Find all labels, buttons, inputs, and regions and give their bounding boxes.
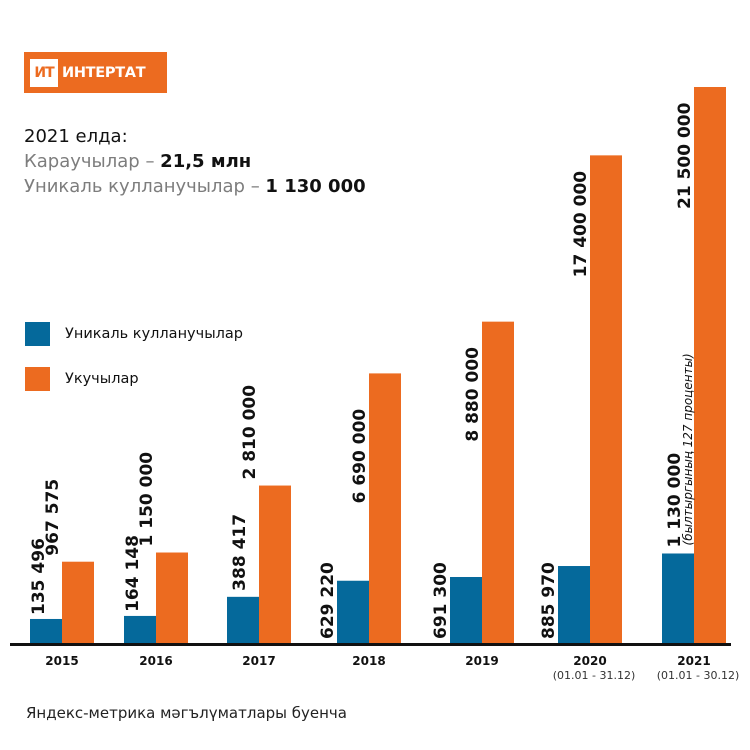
value-label-unique-2021: 1 130 000 — [665, 453, 685, 548]
logo-mark: ИТ — [30, 58, 58, 87]
annotation-2021-percent: (былтыргының 127 проценты) — [681, 353, 695, 545]
x-axis-line — [10, 643, 731, 646]
summary-unique: Уникаль кулланучылар – 1 130 000 — [24, 174, 366, 199]
bar-unique-2015 — [30, 618, 62, 643]
legend-label-unique: Уникаль кулланучылар — [65, 326, 244, 342]
summary-block: 2021 елда: Караучылар – 21,5 млн Уникаль… — [24, 124, 366, 199]
value-label-unique-2016: 164 148 — [123, 535, 143, 612]
bar-unique-2017 — [227, 596, 259, 643]
bar-readers-2017 — [259, 485, 291, 643]
bar-unique-2018 — [337, 580, 369, 643]
bar-unique-2016 — [124, 615, 156, 643]
bar-readers-2015 — [62, 561, 94, 643]
value-label-unique-2019: 691 300 — [431, 562, 451, 639]
value-label-readers-2019: 8 880 000 — [463, 347, 483, 442]
x-tick-label-2020: 2020 — [573, 654, 606, 668]
value-label-readers-2018: 6 690 000 — [350, 409, 370, 504]
bar-unique-2021 — [662, 553, 694, 643]
intertat-logo: ИТ ИНТЕРТАТ — [24, 52, 167, 93]
summary-readers: Караучылар – 21,5 млн — [24, 149, 366, 174]
bar-readers-2019 — [482, 321, 514, 643]
x-tick-note-2021: (01.01 - 30.12) — [657, 669, 740, 682]
bar-readers-2016 — [156, 552, 188, 643]
summary-unique-label: Уникаль кулланучылар – — [24, 176, 266, 197]
legend-swatch-unique — [25, 322, 50, 346]
value-label-readers-2017: 2 810 000 — [240, 385, 260, 480]
legend-item-unique: Уникаль кулланучылар — [25, 322, 243, 346]
bar-readers-2018 — [369, 373, 401, 643]
x-tick-label-2018: 2018 — [352, 654, 385, 668]
summary-readers-label: Караучылар – — [24, 151, 161, 172]
chart-legend: Уникаль кулланучылар Укучылар — [25, 322, 243, 412]
summary-title: 2021 елда: — [24, 126, 128, 147]
x-tick-label-2015: 2015 — [45, 654, 78, 668]
summary-unique-value: 1 130 000 — [265, 176, 366, 197]
logo-name: ИНТЕРТАТ — [62, 64, 146, 81]
x-tick-label-2019: 2019 — [465, 654, 498, 668]
bar-unique-2019 — [450, 576, 482, 643]
bar-readers-2021 — [694, 87, 726, 643]
value-label-readers-2021: 21 500 000 — [675, 102, 695, 209]
value-label-unique-2020: 885 970 — [539, 562, 559, 639]
value-label-unique-2015: 135 496 — [29, 538, 49, 615]
x-tick-label-2021: 2021 — [677, 654, 710, 668]
x-tick-label-2016: 2016 — [139, 654, 172, 668]
bar-unique-2020 — [558, 566, 590, 643]
value-label-unique-2017: 388 417 — [230, 514, 250, 591]
value-label-unique-2018: 629 220 — [318, 562, 338, 639]
x-tick-note-2020: (01.01 - 31.12) — [553, 669, 636, 682]
x-tick-label-2017: 2017 — [242, 654, 275, 668]
legend-item-readers: Укучылар — [25, 367, 243, 391]
legend-label-readers: Укучылар — [65, 371, 139, 387]
summary-readers-value: 21,5 млн — [160, 151, 252, 172]
value-label-readers-2020: 17 400 000 — [571, 171, 591, 278]
value-label-readers-2015: 967 575 — [43, 479, 63, 556]
legend-swatch-readers — [25, 367, 50, 391]
value-label-readers-2016: 1 150 000 — [137, 452, 157, 547]
source-note: Яндекс-метрика мәгълүматлары буенча — [26, 704, 347, 722]
bar-readers-2020 — [590, 155, 622, 643]
